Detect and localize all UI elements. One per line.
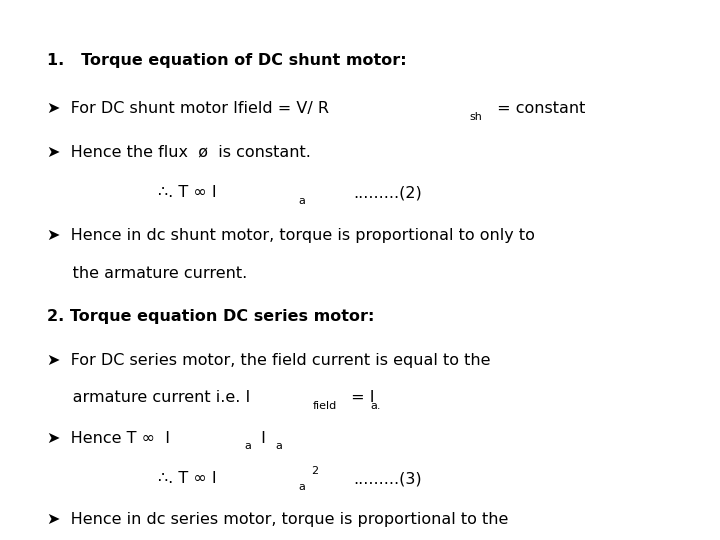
Text: I: I (256, 431, 266, 446)
Text: .........(2): .........(2) (353, 185, 421, 200)
Text: = constant: = constant (492, 102, 585, 117)
Text: ➤  Hence in dc shunt motor, torque is proportional to only to: ➤ Hence in dc shunt motor, torque is pro… (47, 228, 535, 244)
Text: ➤  Hence in dc series motor, torque is proportional to the: ➤ Hence in dc series motor, torque is pr… (47, 512, 508, 527)
Text: .........(3): .........(3) (353, 471, 421, 487)
Text: 2: 2 (311, 465, 318, 476)
Text: ➤  For DC shunt motor Ifield = V/ R: ➤ For DC shunt motor Ifield = V/ R (47, 102, 329, 117)
Text: field: field (313, 401, 338, 411)
Text: a: a (275, 441, 282, 451)
Text: ∴. T ∞ I: ∴. T ∞ I (158, 185, 217, 200)
Text: a: a (299, 482, 306, 492)
Text: a.: a. (370, 401, 381, 411)
Text: ➤  For DC series motor, the field current is equal to the: ➤ For DC series motor, the field current… (47, 353, 490, 368)
Text: = I: = I (346, 390, 374, 406)
Text: 2. Torque equation DC series motor:: 2. Torque equation DC series motor: (47, 309, 374, 325)
Text: ➤  Hence the flux  ø  is constant.: ➤ Hence the flux ø is constant. (47, 145, 310, 160)
Text: 1.   Torque equation of DC shunt motor:: 1. Torque equation of DC shunt motor: (47, 53, 406, 68)
Text: a: a (245, 441, 252, 451)
Text: ➤  Hence T ∞  I: ➤ Hence T ∞ I (47, 431, 170, 446)
Text: ∴. T ∞ I: ∴. T ∞ I (158, 471, 217, 487)
Text: sh: sh (469, 112, 482, 122)
Text: a: a (299, 195, 306, 206)
Text: armature current i.e. I: armature current i.e. I (47, 390, 250, 406)
Text: the armature current.: the armature current. (47, 266, 247, 281)
